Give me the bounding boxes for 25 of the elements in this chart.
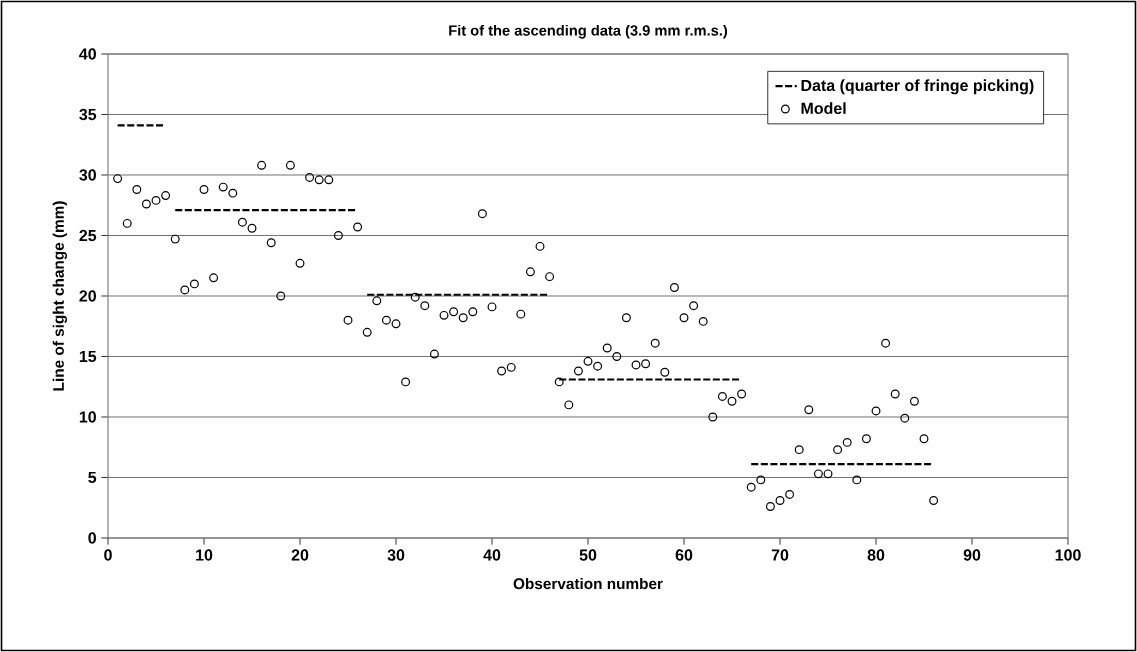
- x-tick-label: 40: [483, 549, 501, 561]
- x-tick-label: 60: [675, 549, 693, 561]
- y-tick-label: 25: [79, 229, 97, 242]
- y-tick-label: 35: [79, 108, 97, 121]
- x-tick-label: 10: [196, 549, 213, 561]
- x-tick-label: 70: [771, 549, 789, 561]
- x-tick-label: 50: [579, 549, 597, 561]
- y-tick-label: 15: [79, 350, 97, 363]
- y-tick-label: 0: [88, 532, 96, 544]
- legend-label: Model: [801, 102, 846, 114]
- y-axis-title: Line of sight change (mm): [52, 201, 68, 391]
- y-tick-label: 30: [79, 169, 96, 181]
- x-tick-label: 80: [867, 549, 885, 561]
- x-tick-label: 0: [104, 549, 112, 561]
- y-tick-label: 40: [79, 48, 96, 60]
- x-tick-label: 30: [387, 549, 405, 561]
- x-tick-label: 20: [291, 549, 309, 561]
- y-tick-label: 20: [79, 290, 96, 302]
- y-tick-label: 5: [88, 471, 97, 484]
- y-tick-label: 10: [79, 411, 96, 423]
- chart-title: Fit of the ascending data (3.9 mm r.m.s.): [449, 24, 728, 39]
- legend-label: Data (quarter of fringe picking): [801, 79, 1034, 95]
- x-tick-label: 90: [963, 549, 981, 561]
- x-tick-label: 100: [1055, 549, 1081, 561]
- x-axis-title: Observation number: [513, 577, 663, 590]
